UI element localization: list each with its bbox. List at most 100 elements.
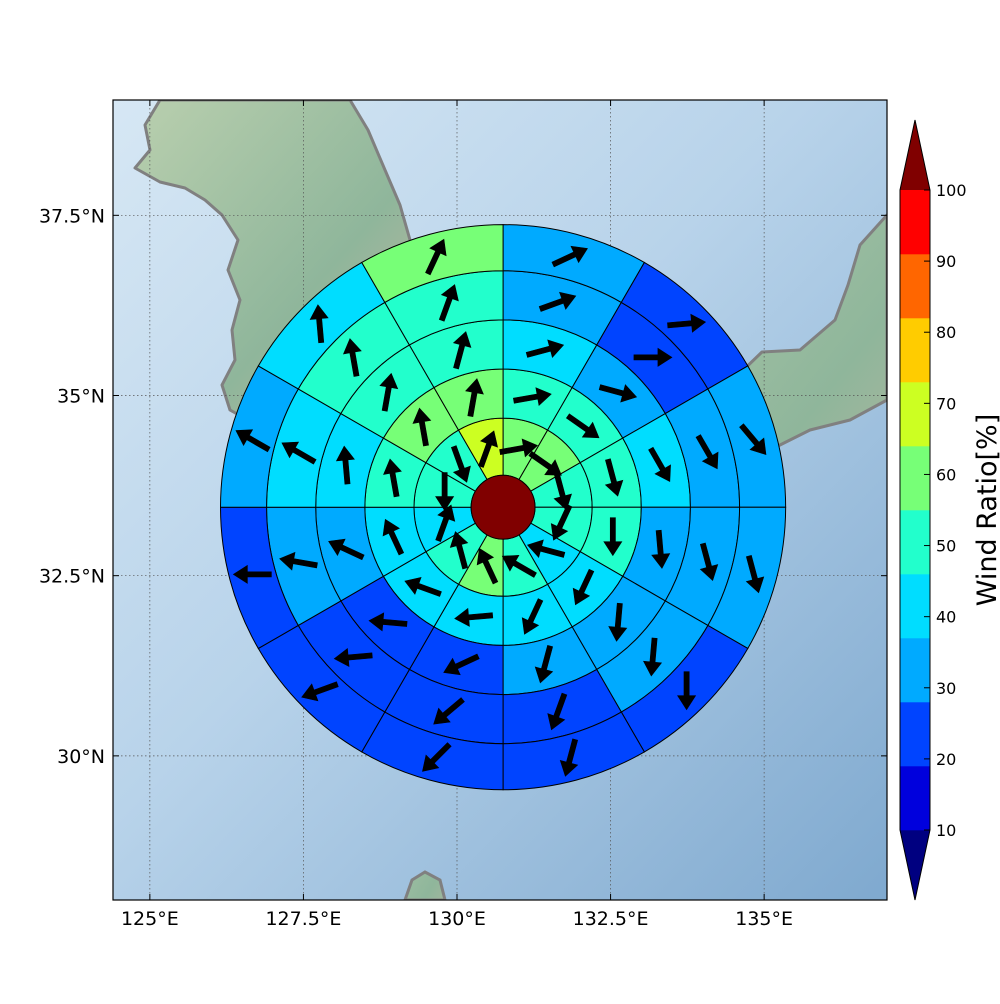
x-tick-label: 132.5°E [573,908,649,930]
wind-arrow [382,518,405,556]
wind-arrow [525,339,565,358]
y-tick-label: 37.5°N [39,205,105,227]
wind-arrow [0,0,9,19]
x-tick-label: 125°E [121,908,179,930]
wind-arrow [739,423,767,456]
wind-direction-arrows [0,0,767,777]
wind-arrow [435,504,456,542]
wind-arrow [438,284,459,322]
wind-arrow [383,458,402,498]
colorbar-tick-label: 40 [936,608,956,627]
colorbar-segment [900,702,930,767]
wind-arrow [501,555,537,578]
wind-arrow [454,607,494,627]
wind-arrow [425,238,447,276]
wind-arrow [633,347,673,367]
y-axis-ticks: 30°N 32.5°N 35°N 37.5°N [39,205,887,768]
wind-arrow [0,0,9,19]
center-disc [470,474,536,540]
colorbar-label: Wind Ratio[%] [972,414,1000,606]
wind-arrow [433,697,465,725]
y-tick-label: 32.5°N [39,566,105,588]
x-tick-label: 127.5°E [265,908,341,930]
wind-arrow [0,0,9,19]
wind-arrow [301,681,339,702]
wind-arrow [643,637,663,677]
wind-arrow [528,450,562,476]
wind-arrow [551,245,588,268]
y-tick-label: 30°N [57,746,105,768]
wind-arrow [443,653,480,676]
y-tick-label: 35°N [57,385,105,407]
wind-arrow [309,304,329,344]
wind-arrow [538,291,577,312]
colorbar-tick-label: 60 [936,465,956,484]
wind-arrow [0,0,9,19]
wind-arrow [667,313,707,333]
wind-arrow [603,517,623,557]
wind-arrow [608,602,628,642]
colorbar-tick-label: 100 [936,181,967,200]
wind-arrow [281,441,317,465]
wind-arrow [553,472,572,511]
colorbar-segment [900,382,930,447]
colorbar-tick-label: 30 [936,679,956,698]
colorbar-over-cap [900,120,930,190]
wind-arrow [0,0,9,19]
wind-arrow [450,445,471,483]
colorbar-segment [900,638,930,703]
wind-arrow [0,0,9,19]
wind-arrow [435,472,455,512]
colorbar-tick-label: 10 [936,821,956,840]
wind-arrow [526,539,566,558]
wind-arrow [476,547,499,585]
colorbar-segment [900,766,930,831]
wind-arrow [521,598,544,635]
wind-arrow [328,538,365,561]
wind-arrow [404,576,442,597]
wind-arrow [0,0,9,19]
wind-arrow [379,372,399,412]
wind-arrow [598,384,638,403]
wind-arrow [0,0,9,19]
wind-arrow [0,0,9,19]
wind-arrow [604,458,624,497]
wind-arrow [335,445,355,485]
wind-arrow [534,645,554,684]
wind-arrow [699,542,719,581]
x-axis-ticks: 125°E 127.5°E 130°E 132.5°E 135°E [121,100,793,930]
wind-arrow [572,568,595,606]
colorbar-segment [900,574,930,639]
wind-arrow [368,612,408,632]
wind-arrow [695,434,719,470]
wind-arrow [478,430,498,468]
colorbar-tick-label: 90 [936,252,956,271]
colorbar-tick-label: 20 [936,750,956,769]
colorbar-tick-label: 80 [936,323,956,342]
colorbar: 10 20 30 40 50 60 70 80 90 100 [899,119,967,901]
wind-arrow [559,738,579,777]
wind-arrow [648,446,671,483]
wind-arrow [677,671,697,711]
colorbar-tick-label: 50 [936,537,956,556]
colorbar-segment [900,510,930,575]
wind-arrow [651,529,671,569]
colorbar-segment [900,254,930,319]
colorbar-segment [900,318,930,383]
map-frame [112,99,888,901]
colorbar-under-cap [900,830,930,900]
wind-arrow [0,0,9,19]
wind-arrow [422,742,452,772]
wind-arrow [412,407,432,447]
wind-arrow [232,564,272,584]
wind-arrow [499,438,538,458]
x-tick-label: 130°E [428,908,486,930]
wind-arrow [550,504,573,541]
wind-arrow [745,554,765,594]
wind-arrow [465,378,484,417]
wind-arrow [0,0,9,19]
colorbar-tick-label: 70 [936,394,956,413]
colorbar-segment [900,190,930,255]
